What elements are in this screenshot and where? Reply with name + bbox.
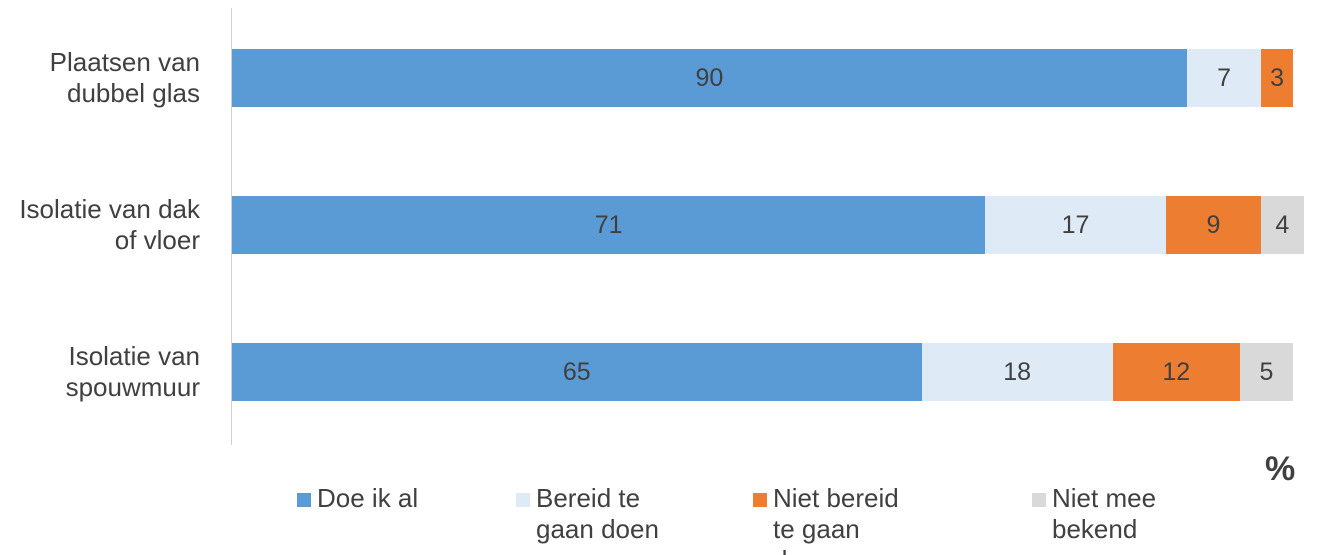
legend-swatch (297, 493, 311, 507)
data-label: 12 (1162, 357, 1191, 386)
data-label: 90 (695, 63, 724, 92)
legend-label: Niet mee bekend (1052, 483, 1157, 544)
legend-label: Niet bereid te gaan doen (773, 483, 899, 555)
data-label: 18 (1003, 357, 1032, 386)
data-label: 7 (1217, 63, 1231, 92)
bar-segment: 12 (1112, 343, 1240, 401)
bar-segment: 5 (1239, 343, 1293, 401)
y-axis-line (231, 8, 232, 445)
category-label: Isolatie van dak of vloer (19, 194, 200, 255)
data-label: 9 (1206, 210, 1221, 239)
data-label: 3 (1270, 63, 1285, 92)
bar-segment: 17 (985, 196, 1166, 254)
data-label: 4 (1275, 210, 1290, 239)
bar-segment: 65 (232, 343, 922, 401)
data-label: 17 (1061, 210, 1090, 239)
bar-segment: 3 (1261, 49, 1293, 107)
data-label: 5 (1259, 357, 1274, 386)
bar-segment: 90 (232, 49, 1187, 107)
legend-label: Doe ik al (317, 483, 419, 513)
bar-segment: 9 (1165, 196, 1262, 254)
bar-segment: 18 (921, 343, 1113, 401)
bar-segment: 7 (1186, 49, 1262, 107)
legend-swatch (1032, 493, 1046, 507)
data-label: 65 (562, 357, 591, 386)
legend-swatch (516, 493, 530, 507)
legend-swatch (753, 493, 767, 507)
bar-segment: 71 (232, 196, 986, 254)
data-label: 71 (594, 210, 623, 239)
category-label: Isolatie van spouwmuur (65, 341, 200, 402)
category-label: Plaatsen van dubbel glas (49, 47, 200, 108)
legend-label: Bereid te gaan doen (536, 483, 659, 544)
bar-segment: 4 (1261, 196, 1304, 254)
x-axis-label: % (1265, 450, 1296, 488)
